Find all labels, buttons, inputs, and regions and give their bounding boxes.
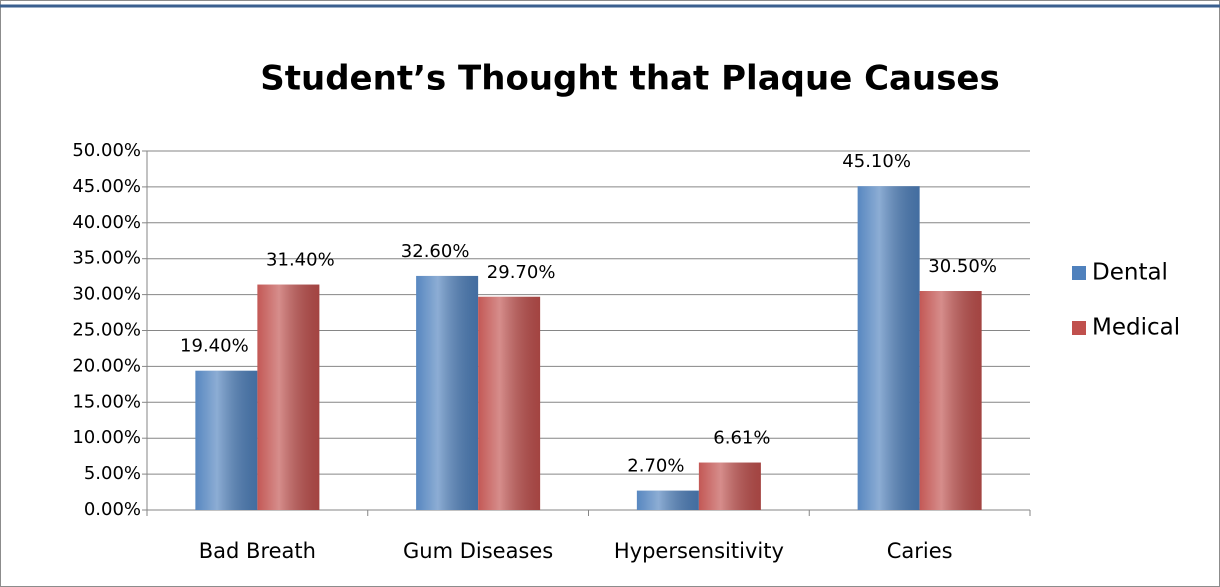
legend-label: Medical bbox=[1092, 315, 1180, 341]
x-tick-label: Gum Diseases bbox=[403, 539, 553, 563]
value-label: 32.60% bbox=[401, 241, 470, 262]
bar bbox=[195, 370, 258, 510]
value-label: 29.70% bbox=[487, 262, 556, 283]
y-tick-label: 0.00% bbox=[84, 499, 141, 520]
y-tick-label: 20.00% bbox=[72, 355, 141, 376]
y-tick-label: 30.00% bbox=[72, 284, 141, 305]
bar bbox=[478, 296, 541, 510]
bar bbox=[257, 284, 320, 510]
y-tick-label: 5.00% bbox=[84, 463, 141, 484]
legend-label: Dental bbox=[1092, 260, 1168, 286]
value-label: 2.70% bbox=[627, 456, 684, 477]
bar bbox=[919, 291, 982, 510]
legend-swatch bbox=[1072, 321, 1086, 335]
y-tick-label: 15.00% bbox=[72, 391, 141, 412]
value-label: 19.40% bbox=[180, 336, 249, 357]
y-tick-label: 50.00% bbox=[72, 140, 141, 161]
bar bbox=[857, 186, 920, 510]
bar bbox=[416, 275, 479, 510]
y-tick-label: 45.00% bbox=[72, 176, 141, 197]
y-tick-label: 25.00% bbox=[72, 320, 141, 341]
y-tick-label: 10.00% bbox=[72, 427, 141, 448]
value-label: 31.40% bbox=[266, 250, 335, 271]
x-tick-label: Bad Breath bbox=[199, 539, 316, 563]
bar bbox=[698, 462, 761, 510]
x-tick-label: Caries bbox=[887, 539, 953, 563]
legend-swatch bbox=[1072, 266, 1086, 280]
bar bbox=[636, 490, 699, 510]
y-tick-label: 35.00% bbox=[72, 248, 141, 269]
value-label: 45.10% bbox=[842, 151, 911, 172]
value-label: 30.50% bbox=[928, 256, 997, 277]
x-tick-label: Hypersensitivity bbox=[614, 539, 784, 563]
chart-title: Student’s Thought that Plaque Causes bbox=[260, 59, 999, 99]
y-tick-label: 40.00% bbox=[72, 212, 141, 233]
value-label: 6.61% bbox=[713, 428, 770, 449]
